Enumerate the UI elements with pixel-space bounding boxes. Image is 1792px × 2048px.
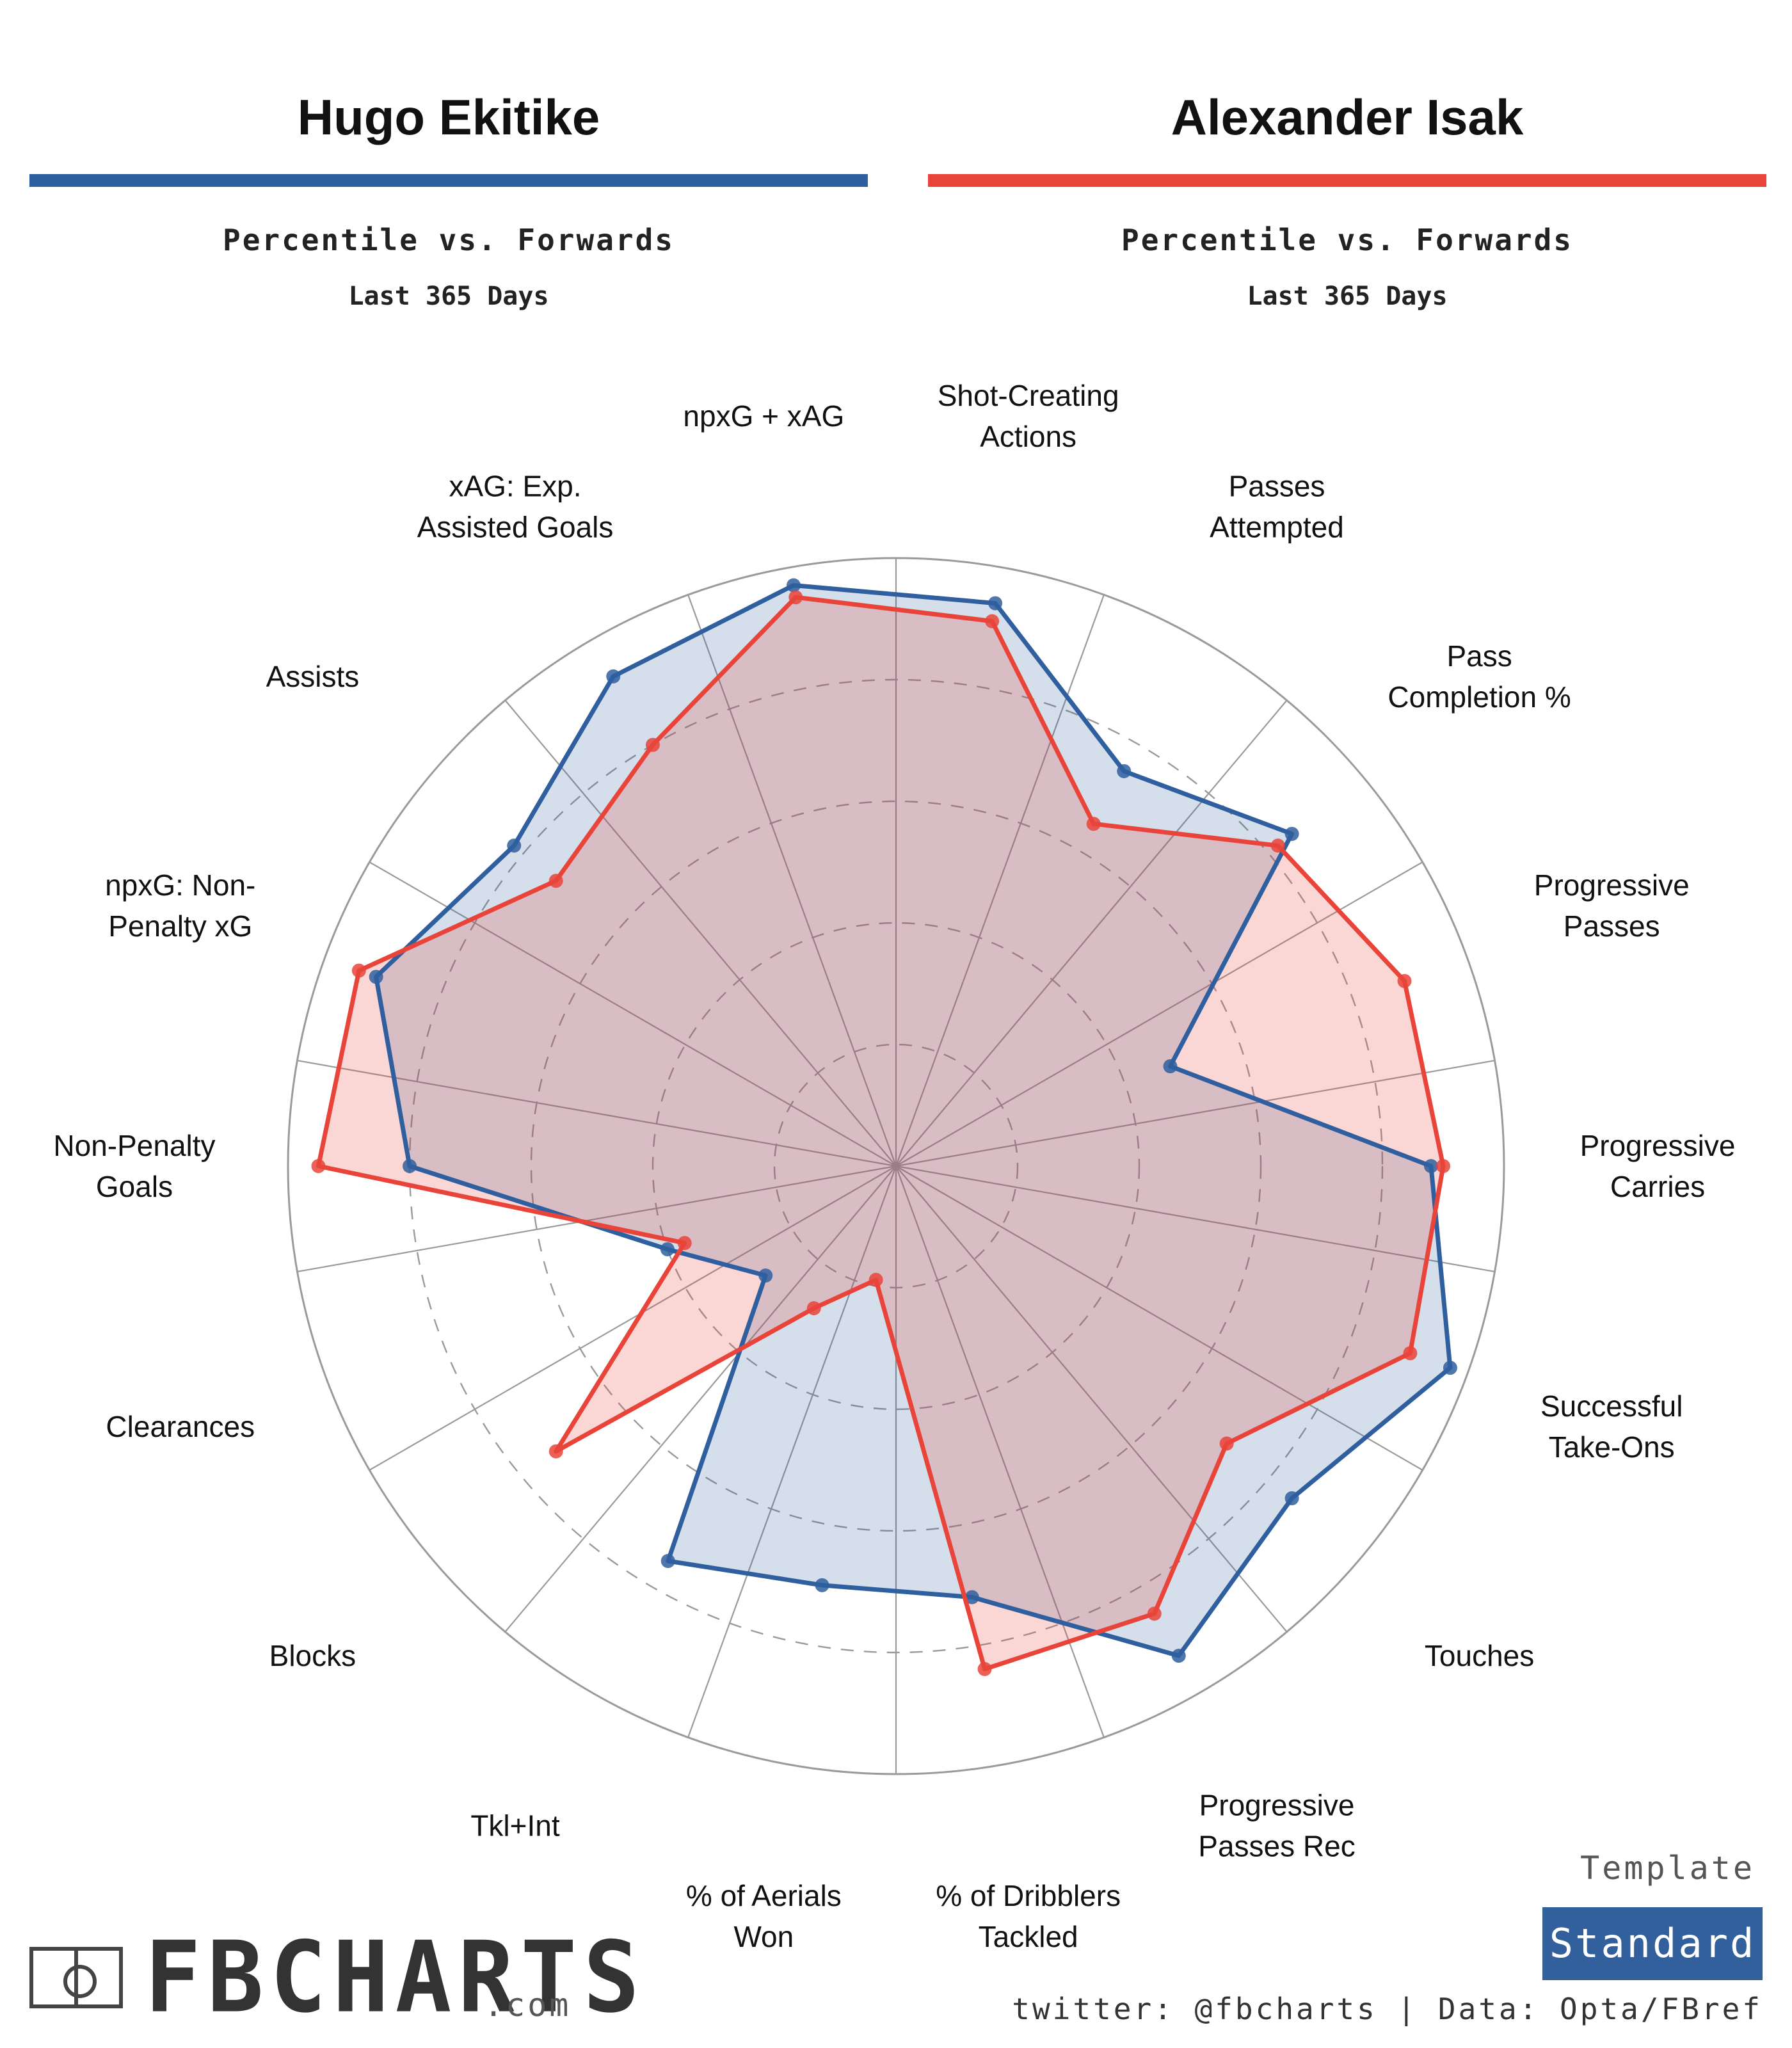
axis-label-8: % of Dribblers Tackled <box>936 1879 1121 1953</box>
series-area-1 <box>318 597 1443 1669</box>
radar-spoke <box>504 1165 897 1633</box>
axis-label-13: Non-Penalty Goals <box>53 1129 215 1203</box>
radar-spoke <box>297 1165 897 1273</box>
radar-spoke <box>895 1165 1288 1633</box>
radar-series <box>311 578 1457 1676</box>
series-point-1-11 <box>548 1444 563 1459</box>
series-point-0-5 <box>1443 1361 1457 1375</box>
radar-spoke <box>895 861 1423 1167</box>
series-point-1-8 <box>977 1661 992 1676</box>
radar-spoke <box>504 700 897 1167</box>
brand-name: FBCHARTS <box>145 1920 646 2035</box>
series-point-1-12 <box>677 1236 692 1251</box>
template-badge: Standard <box>1542 1907 1763 1980</box>
radar-spoke <box>369 861 897 1167</box>
series-point-0-0 <box>988 596 1003 611</box>
player-name-right: Alexander Isak <box>1171 89 1524 145</box>
series-point-1-3 <box>1397 973 1412 988</box>
series-point-0-16 <box>606 669 621 684</box>
axis-label-17: npxG + xAG <box>683 399 844 433</box>
axis-label-1: Passes Attempted <box>1210 469 1344 543</box>
series-point-1-9 <box>868 1272 883 1287</box>
axis-label-3: Progressive Passes <box>1534 868 1690 943</box>
radar-spoke <box>895 1165 1423 1471</box>
radar-ring-60 <box>530 800 1262 1532</box>
radar-spoke <box>369 1165 897 1471</box>
series-point-1-0 <box>985 614 1000 628</box>
series-point-1-14 <box>351 963 366 978</box>
series-point-1-17 <box>788 590 803 605</box>
series-point-0-2 <box>1284 826 1299 841</box>
radar-spoke <box>895 594 1105 1167</box>
axis-label-6: Touches <box>1425 1639 1534 1672</box>
series-point-0-14 <box>369 970 383 984</box>
series-point-0-12 <box>660 1242 675 1256</box>
player-period-left: Last 365 Days <box>348 282 549 311</box>
radar-spoke <box>687 594 897 1167</box>
axis-label-14: npxG: Non-Penalty xG <box>105 868 255 943</box>
radar-ring-40 <box>652 922 1140 1411</box>
series-point-1-15 <box>548 874 563 888</box>
series-point-0-11 <box>758 1268 773 1283</box>
series-point-1-13 <box>311 1159 326 1173</box>
player-name-left: Hugo Ekitike <box>297 89 600 145</box>
radar-spoke <box>895 1059 1495 1167</box>
series-point-0-15 <box>507 838 522 853</box>
series-point-0-9 <box>815 1578 829 1592</box>
axis-label-4: Progressive Carries <box>1580 1129 1736 1203</box>
player-color-bar-left <box>29 174 868 187</box>
credits-text: twitter: @fbcharts | Data: Opta/FBref <box>1012 1992 1763 2026</box>
radar-spoke <box>895 1165 1495 1273</box>
pitch-icon <box>29 1947 123 2008</box>
brand-logo-block: FBCHARTS .com <box>29 1928 639 2027</box>
series-point-1-16 <box>646 737 660 752</box>
series-point-0-6 <box>1284 1491 1299 1506</box>
axis-label-5: Successful Take-Ons <box>1540 1389 1683 1464</box>
axis-label-11: Blocks <box>269 1639 356 1672</box>
series-point-0-8 <box>964 1590 979 1604</box>
axis-label-2: Pass Completion % <box>1388 639 1571 714</box>
series-point-0-7 <box>1171 1649 1186 1663</box>
player-subtitle-right: Percentile vs. Forwards <box>1121 223 1573 257</box>
series-point-1-5 <box>1403 1346 1418 1361</box>
series-point-0-1 <box>1117 764 1132 778</box>
axis-label-9: % of Aerials Won <box>686 1879 842 1953</box>
series-point-1-7 <box>1147 1606 1162 1621</box>
series-point-0-4 <box>1424 1159 1438 1173</box>
series-point-0-3 <box>1163 1059 1178 1074</box>
series-point-1-2 <box>1270 838 1285 853</box>
player-period-right: Last 365 Days <box>1247 282 1448 311</box>
radar-spoke <box>297 1059 897 1167</box>
series-point-0-10 <box>660 1554 675 1569</box>
player-color-bar-right <box>928 174 1766 187</box>
series-point-0-17 <box>786 578 801 593</box>
series-point-1-6 <box>1219 1436 1234 1451</box>
radar-spoke <box>895 700 1288 1167</box>
radar-spoke <box>687 1165 897 1738</box>
axis-label-16: xAG: Exp. Assisted Goals <box>417 469 614 543</box>
axis-label-0: Shot-Creating Actions <box>938 379 1119 453</box>
axis-label-12: Clearances <box>106 1410 255 1443</box>
axis-label-10: Tkl+Int <box>470 1809 560 1843</box>
radar-axis-labels: Shot-Creating Actions Passes Attempted Pass C… <box>53 379 1735 1953</box>
brand-suffix: .com <box>484 1987 572 2024</box>
template-label: Template <box>1580 1850 1755 1887</box>
axis-label-7: Progressive Passes Rec <box>1198 1789 1355 1863</box>
series-point-1-10 <box>806 1301 821 1316</box>
series-point-1-1 <box>1086 817 1101 831</box>
series-point-0-13 <box>403 1159 417 1173</box>
series-area-0 <box>376 585 1450 1656</box>
player-subtitle-left: Percentile vs. Forwards <box>223 223 675 257</box>
axis-label-15: Assists <box>266 660 360 693</box>
series-point-1-4 <box>1436 1159 1450 1173</box>
